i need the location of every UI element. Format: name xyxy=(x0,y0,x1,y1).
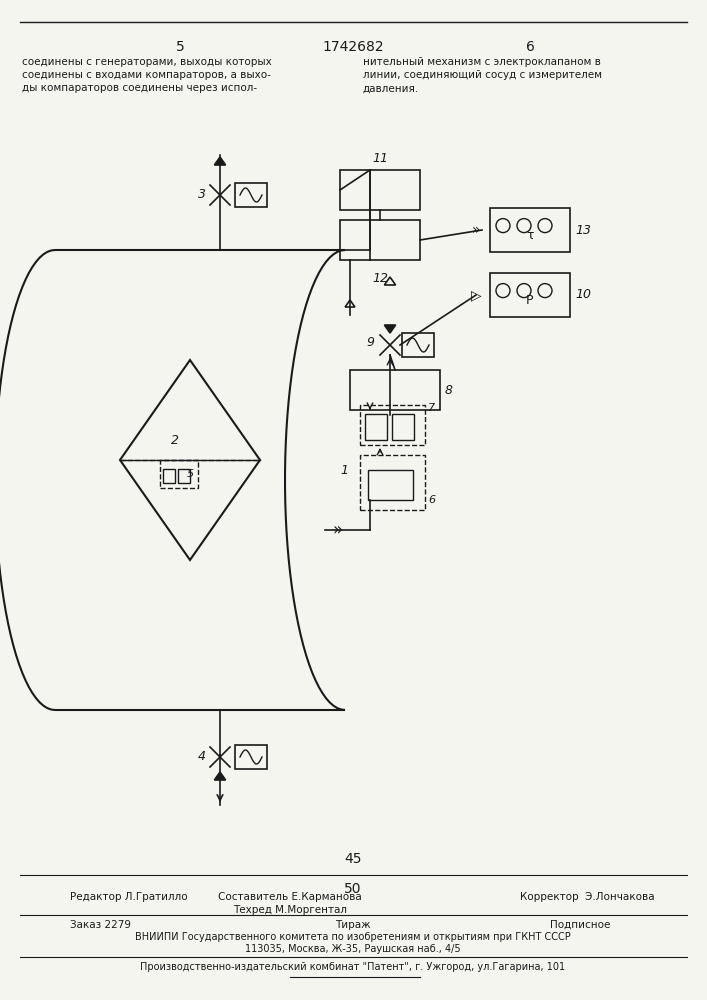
Text: Тираж: Тираж xyxy=(335,920,370,930)
Text: 1: 1 xyxy=(340,464,348,477)
Bar xyxy=(235,745,267,769)
Text: ▷: ▷ xyxy=(471,288,481,302)
Text: τ: τ xyxy=(526,229,534,242)
Polygon shape xyxy=(385,325,396,333)
Text: 8: 8 xyxy=(445,383,453,396)
Text: Редактор Л.Гратилло: Редактор Л.Гратилло xyxy=(70,892,187,902)
Bar xyxy=(402,333,434,357)
Bar xyxy=(350,370,440,410)
Polygon shape xyxy=(214,772,226,780)
Text: 113035, Москва, Ж-35, Раушская наб., 4/5: 113035, Москва, Ж-35, Раушская наб., 4/5 xyxy=(245,944,461,954)
Bar xyxy=(368,470,413,500)
Bar xyxy=(163,469,175,483)
Text: 12: 12 xyxy=(372,272,388,285)
Bar xyxy=(340,220,420,260)
Text: 11: 11 xyxy=(372,152,388,165)
Text: 1742682: 1742682 xyxy=(322,40,384,54)
Text: 9: 9 xyxy=(366,336,374,350)
Text: 3: 3 xyxy=(198,188,206,202)
Text: 6: 6 xyxy=(428,495,435,505)
Bar xyxy=(235,183,267,207)
Text: Подписное: Подписное xyxy=(550,920,610,930)
Bar xyxy=(490,208,570,252)
Bar xyxy=(392,414,414,440)
Bar xyxy=(490,273,570,317)
Text: »: » xyxy=(472,223,480,237)
Text: Производственно-издательский комбинат "Патент", г. Ужгород, ул.Гагарина, 101: Производственно-издательский комбинат "П… xyxy=(141,962,566,972)
Text: 6: 6 xyxy=(525,40,534,54)
Text: 10: 10 xyxy=(575,288,591,302)
Text: 45: 45 xyxy=(344,852,362,866)
Text: Р: Р xyxy=(526,294,534,307)
Text: нительный механизм с электроклапаном в
линии, соединяющий сосуд с измерителем
да: нительный механизм с электроклапаном в л… xyxy=(363,57,602,93)
Text: Заказ 2279: Заказ 2279 xyxy=(70,920,131,930)
Bar xyxy=(160,460,198,488)
Text: 5: 5 xyxy=(187,469,194,479)
Bar xyxy=(360,405,425,445)
Text: »: » xyxy=(333,521,343,539)
Text: 7: 7 xyxy=(428,403,435,413)
Text: 13: 13 xyxy=(575,224,591,236)
Text: соединены с генераторами, выходы которых
соединены с входами компараторов, а вых: соединены с генераторами, выходы которых… xyxy=(22,57,271,93)
Bar xyxy=(365,414,387,440)
Text: 5: 5 xyxy=(175,40,185,54)
Text: ВНИИПИ Государственного комитета по изобретениям и открытиям при ГКНТ СССР: ВНИИПИ Государственного комитета по изоб… xyxy=(135,932,571,942)
Bar xyxy=(178,469,190,483)
Bar xyxy=(360,455,425,510)
Text: 2: 2 xyxy=(171,434,179,446)
Text: Составитель Е.Карманова
Техред М.Моргентал: Составитель Е.Карманова Техред М.Моргент… xyxy=(218,892,362,915)
Text: 50: 50 xyxy=(344,882,362,896)
Text: Корректор  Э.Лончакова: Корректор Э.Лончакова xyxy=(520,892,655,902)
Polygon shape xyxy=(214,157,226,165)
Text: 4: 4 xyxy=(198,750,206,764)
Bar xyxy=(340,170,420,210)
